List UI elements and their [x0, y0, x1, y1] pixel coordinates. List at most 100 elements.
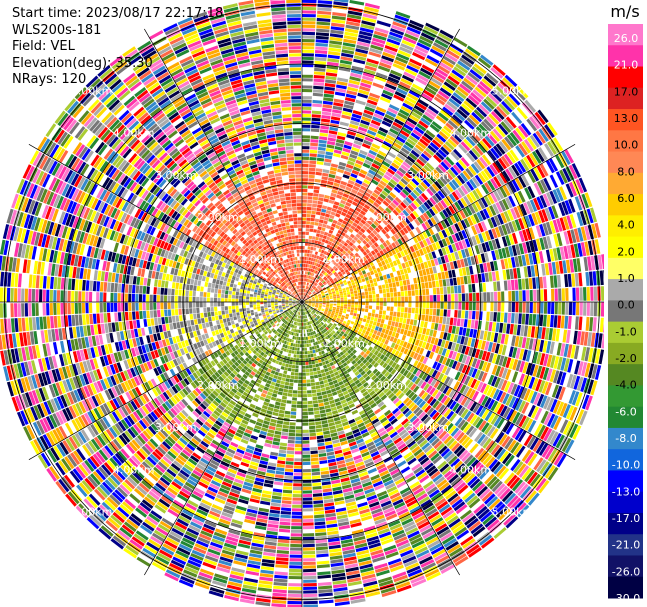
velocity-gate — [471, 147, 481, 158]
velocity-gate — [451, 179, 460, 189]
velocity-gate — [464, 248, 470, 258]
velocity-gate — [369, 337, 375, 343]
velocity-gate — [504, 74, 518, 87]
velocity-gate — [495, 160, 505, 172]
velocity-gate — [465, 293, 469, 302]
velocity-gate — [549, 341, 555, 355]
velocity-gate — [579, 410, 588, 426]
velocity-gate — [299, 326, 301, 330]
velocity-gate — [318, 139, 327, 144]
velocity-gate — [366, 172, 375, 179]
velocity-gate — [327, 54, 340, 60]
velocity-gate — [411, 164, 421, 172]
velocity-gate — [374, 335, 380, 341]
velocity-gate — [302, 383, 307, 387]
velocity-gate — [382, 160, 391, 168]
velocity-gate — [307, 275, 309, 279]
velocity-gate — [334, 267, 339, 272]
velocity-gate — [563, 231, 570, 245]
velocity-gate — [500, 121, 512, 133]
velocity-gate — [433, 258, 439, 266]
velocity-gate — [336, 294, 340, 297]
velocity-gate — [426, 188, 434, 197]
velocity-gate — [323, 267, 327, 271]
velocity-gate — [474, 320, 479, 329]
velocity-gate — [287, 367, 292, 372]
velocity-gate — [302, 296, 304, 300]
velocity-gate — [477, 199, 486, 210]
velocity-gate — [311, 297, 315, 299]
velocity-gate — [406, 318, 411, 325]
velocity-gate — [302, 99, 312, 103]
velocity-gate — [383, 456, 393, 463]
velocity-gate — [355, 159, 364, 166]
velocity-gate — [471, 368, 478, 378]
velocity-gate — [354, 302, 358, 305]
velocity-gate — [345, 213, 352, 219]
velocity-gate — [282, 392, 288, 397]
velocity-gate — [350, 321, 355, 325]
velocity-gate — [421, 222, 428, 231]
velocity-gate — [387, 278, 392, 284]
velocity-gate — [283, 421, 290, 426]
velocity-gate — [391, 175, 400, 183]
velocity-gate — [504, 381, 511, 393]
velocity-gate — [324, 83, 336, 88]
velocity-gate — [449, 215, 457, 224]
velocity-gate — [449, 117, 461, 127]
velocity-gate — [326, 68, 338, 74]
velocity-gate — [302, 501, 313, 505]
velocity-gate — [324, 155, 333, 160]
velocity-gate — [412, 51, 426, 61]
velocity-gate — [568, 390, 576, 405]
velocity-gate — [304, 298, 307, 301]
velocity-gate — [480, 121, 492, 132]
velocity-gate — [356, 191, 364, 198]
velocity-gate — [337, 315, 341, 319]
velocity-gate — [305, 285, 308, 289]
velocity-gate — [368, 266, 373, 272]
velocity-gate — [315, 42, 328, 47]
velocity-gate — [281, 507, 292, 512]
velocity-gate — [375, 217, 382, 224]
velocity-gate — [360, 210, 366, 216]
velocity-gate — [333, 316, 337, 320]
velocity-gate — [317, 150, 326, 155]
velocity-gate — [364, 288, 368, 292]
velocity-gate — [320, 413, 327, 418]
velocity-gate — [496, 403, 505, 415]
velocity-gate — [302, 469, 311, 473]
velocity-gate — [388, 104, 400, 112]
velocity-gate — [437, 338, 443, 347]
velocity-gate — [493, 108, 505, 120]
velocity-gate — [526, 302, 530, 313]
velocity-gate — [316, 14, 331, 19]
velocity-gate — [349, 276, 354, 281]
velocity-gate — [278, 413, 285, 418]
velocity-gate — [461, 302, 466, 310]
velocity-gate — [321, 261, 325, 266]
velocity-gate — [546, 314, 551, 327]
velocity-gate — [310, 135, 319, 140]
velocity-gate — [367, 153, 376, 160]
velocity-gate — [495, 270, 500, 281]
velocity-gate — [281, 435, 288, 440]
velocity-gate — [312, 92, 323, 97]
velocity-gate — [373, 211, 380, 218]
velocity-gate — [325, 408, 332, 413]
velocity-gate — [532, 351, 539, 364]
velocity-gate — [304, 302, 308, 305]
velocity-gate — [497, 123, 509, 136]
velocity-gate — [384, 137, 394, 145]
velocity-gate — [444, 271, 449, 279]
velocity-gate — [432, 266, 437, 274]
velocity-gate — [307, 249, 310, 254]
velocity-gate — [313, 186, 320, 190]
velocity-gate — [312, 400, 318, 404]
velocity-gate — [446, 49, 460, 60]
velocity-gate — [326, 300, 330, 302]
velocity-gate — [297, 344, 300, 348]
velocity-gate — [456, 86, 469, 97]
velocity-gate — [566, 405, 575, 420]
velocity-gate — [454, 293, 458, 302]
